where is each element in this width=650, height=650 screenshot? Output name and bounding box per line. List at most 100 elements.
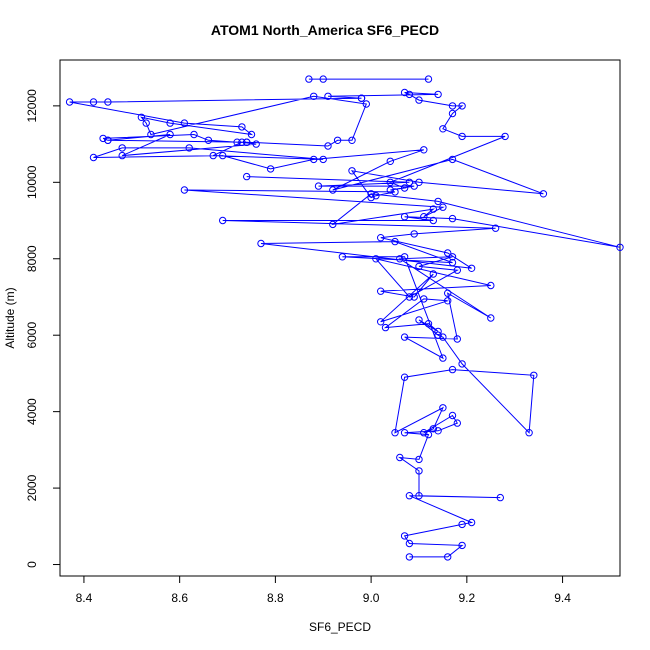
data-point [266, 165, 275, 173]
data-point [386, 186, 394, 194]
x-tick-label: 8.4 [76, 591, 93, 605]
data-point [65, 98, 74, 106]
data-point [357, 94, 366, 102]
data-point [410, 182, 418, 190]
data-point [415, 316, 423, 324]
x-tick-label: 9.4 [554, 591, 571, 605]
y-axis-label: Altitude (m) [3, 287, 17, 348]
data-point [185, 144, 193, 152]
data-point [99, 134, 107, 143]
data-point [166, 119, 174, 127]
data-point [314, 182, 323, 190]
data-point [420, 429, 428, 437]
data-point [391, 429, 399, 437]
data-point [429, 216, 437, 225]
data-point [415, 96, 423, 104]
data-point [458, 102, 466, 110]
data-point [405, 90, 414, 99]
data-point [324, 142, 332, 150]
data-point [405, 553, 414, 561]
data-point [319, 155, 327, 164]
data-point [104, 136, 112, 145]
data-point [439, 404, 447, 412]
data-point [616, 243, 624, 252]
data-point [410, 293, 418, 301]
data-point [118, 151, 126, 160]
data-point [405, 178, 414, 187]
data-point [415, 262, 423, 271]
data-point [180, 186, 189, 194]
data-point [118, 144, 126, 152]
data-point [400, 429, 409, 437]
data-point [448, 258, 457, 267]
data-point [415, 467, 423, 475]
x-axis: 8.4 8.6 8.8 9.0 9.2 9.4 [76, 575, 571, 605]
data-point [377, 318, 385, 326]
data-point [243, 138, 251, 146]
data-point [496, 493, 504, 502]
data-point [238, 123, 246, 131]
data-point [104, 98, 112, 106]
data-point [243, 172, 251, 181]
data-point [448, 253, 457, 261]
data-point [439, 333, 447, 341]
data-point [310, 155, 318, 164]
y-tick-label: 2000 [25, 474, 39, 501]
data-point [147, 130, 155, 139]
data-point [429, 205, 437, 213]
data-point [420, 295, 428, 303]
data-point [415, 455, 423, 464]
data-point [372, 192, 380, 200]
data-point [444, 297, 452, 305]
data-point [458, 132, 466, 141]
data-point [434, 90, 442, 99]
data-point [448, 109, 457, 118]
data-point [429, 425, 437, 433]
data-point [424, 320, 433, 328]
data-point [453, 266, 461, 274]
data-point [458, 360, 466, 368]
data-point [381, 323, 390, 332]
data-point [405, 492, 414, 500]
data-point [348, 167, 356, 175]
data-point [434, 197, 442, 206]
data-point [458, 520, 466, 529]
data-point [400, 333, 409, 341]
data-point [400, 373, 409, 381]
data-point [434, 327, 442, 336]
chart-title: ATOM1 North_America SF6_PECD [211, 22, 439, 38]
data-point [367, 190, 375, 198]
data-point [400, 253, 409, 261]
data-point [501, 132, 509, 141]
y-tick-label: 8000 [25, 245, 39, 272]
data-point [491, 224, 500, 232]
data-point [204, 136, 213, 145]
data-point [429, 270, 437, 278]
data-point [219, 151, 227, 160]
data-point [458, 541, 466, 550]
data-point [415, 178, 423, 187]
y-tick-label: 6000 [25, 322, 39, 349]
data-point [324, 92, 332, 101]
data-point [444, 249, 452, 257]
data-point [487, 281, 495, 290]
data-point [396, 255, 404, 263]
y-tick-label: 0 [25, 561, 39, 568]
data-point [142, 119, 150, 127]
x-tick-label: 8.8 [267, 591, 284, 605]
data-point [539, 190, 548, 198]
data-point [319, 75, 327, 83]
data-point [444, 553, 452, 561]
data-point [467, 518, 476, 527]
data-point [362, 100, 370, 108]
data-point [453, 419, 461, 427]
data-point [453, 335, 461, 343]
data-point [219, 216, 227, 225]
data-point [333, 136, 342, 145]
y-tick-label: 4000 [25, 398, 39, 425]
x-tick-label: 9.0 [363, 591, 380, 605]
data-point [400, 88, 409, 97]
data-point [257, 239, 265, 248]
data-point [420, 146, 428, 154]
